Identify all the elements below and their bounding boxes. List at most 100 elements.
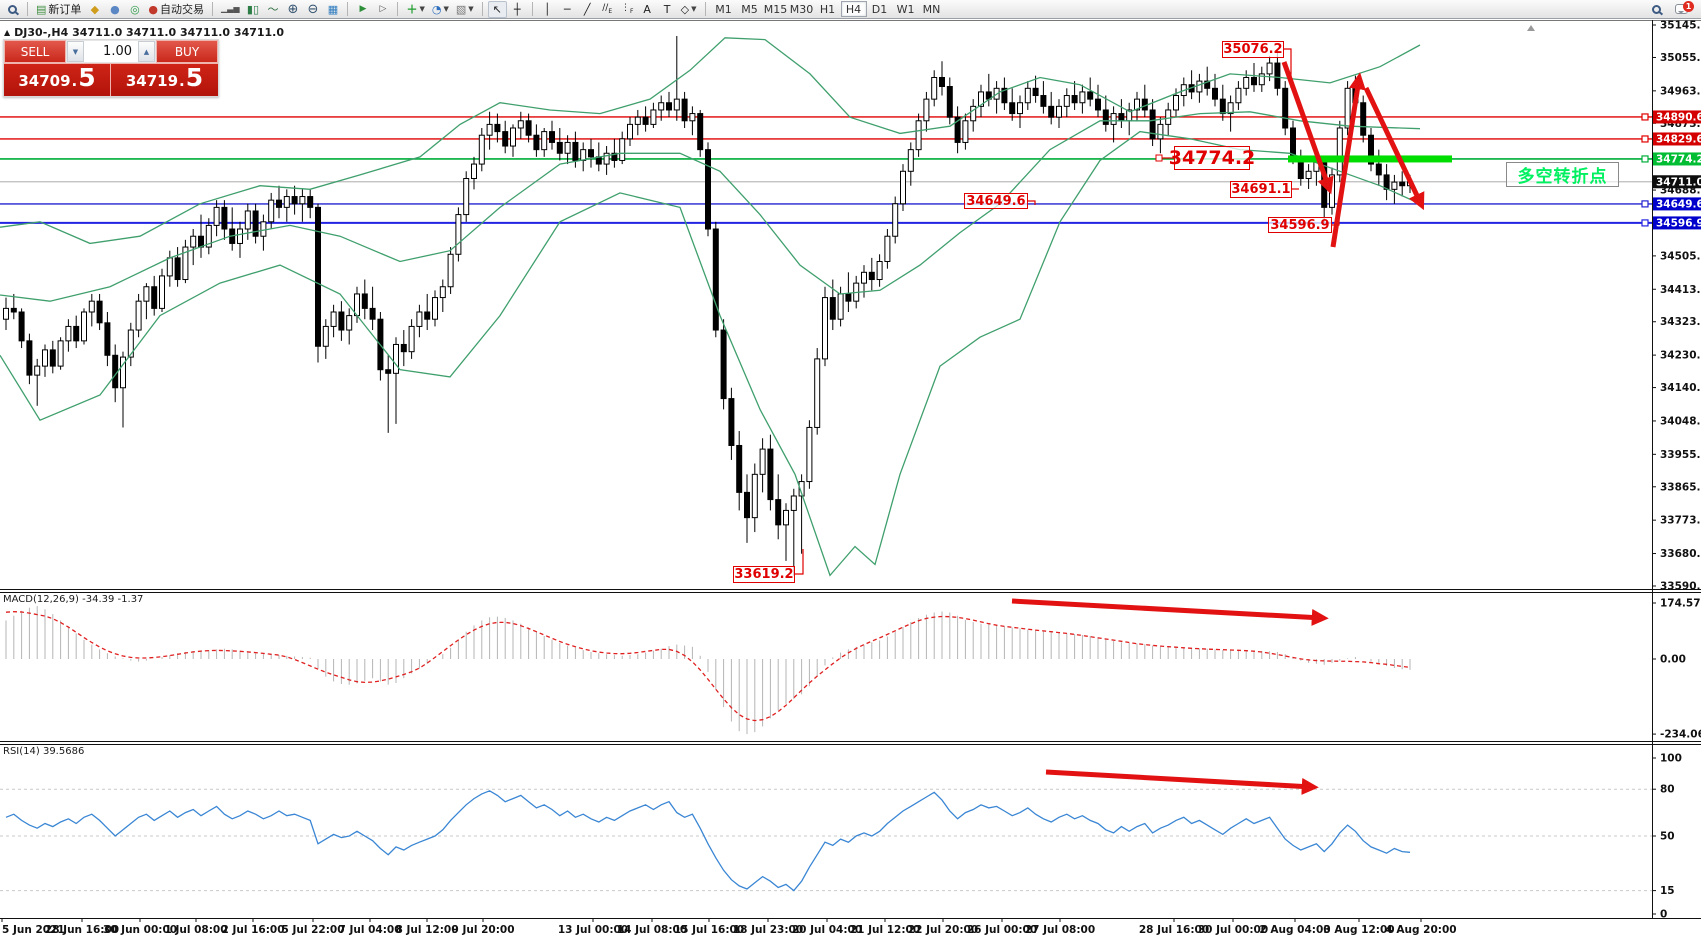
search-icon[interactable] [3, 1, 22, 18]
tile-windows-button[interactable]: ▦ [323, 1, 342, 18]
vertical-line-icon: │ [543, 2, 551, 16]
buy-price[interactable]: 34719 . 5 [111, 64, 218, 96]
text-button[interactable]: A [638, 1, 657, 18]
candlestick [104, 322, 111, 356]
candlestick [268, 199, 275, 223]
timeframe-d1[interactable]: D1 [871, 2, 888, 16]
price-badge-label: 34711.0 [1656, 176, 1701, 188]
price-tick-label: 34413.0 [1660, 284, 1701, 296]
volume-up-button[interactable]: ▲ [138, 41, 155, 62]
periods-button[interactable]: ◔ ▼ [429, 1, 452, 18]
text-label-button[interactable]: T [658, 1, 677, 18]
indicators-button[interactable]: ＋ ▼ [403, 1, 427, 18]
candlestick [1134, 98, 1140, 111]
candlestick [10, 307, 17, 313]
candlestick [588, 149, 594, 158]
candlestick [3, 307, 9, 320]
candlestick [1336, 127, 1343, 176]
candlestick [1040, 95, 1047, 107]
pullback-low-label[interactable]: 34691.1 [1230, 181, 1292, 198]
macd-label: MACD(12,26,9) -34.39 -1.37 [3, 594, 144, 605]
pivot-price-label[interactable]: 34774.2 [1168, 146, 1256, 170]
new-order-icon: ▤ [36, 2, 47, 16]
date-label: 27 Jul 08:00 [1025, 924, 1095, 936]
candlestick-chart-button[interactable]: ▮▯ [243, 1, 262, 18]
candlestick [1118, 113, 1125, 122]
collapse-triangle-icon[interactable]: ▲ [4, 28, 11, 37]
candlestick [1149, 109, 1156, 140]
vertical-line-button[interactable]: │ [538, 1, 557, 18]
candlestick [127, 329, 134, 358]
support-price-label[interactable]: 34649.6 [964, 193, 1028, 209]
candlestick [728, 398, 735, 446]
candlestick [627, 123, 633, 140]
volume-down-button[interactable]: ▼ [67, 41, 84, 62]
macd-signal-line [5, 611, 1411, 722]
candlestick [494, 123, 501, 133]
timeframe-m30[interactable]: M30 [789, 2, 814, 16]
timeframe-h4[interactable]: H4 [840, 1, 867, 17]
timeframe-h1[interactable]: H1 [819, 2, 836, 16]
candlestick [1375, 163, 1382, 176]
zoom-in-button[interactable]: ⊕ [283, 1, 302, 18]
candlestick [806, 426, 813, 483]
date-label: 8 Jul 12:00 [395, 924, 458, 936]
shapes-button[interactable]: ◇ ▼ [678, 1, 700, 18]
sell-button[interactable]: SELL [4, 40, 66, 63]
line-end-marker [1641, 135, 1649, 143]
channel-button[interactable]: ∕∕E [598, 1, 617, 18]
date-label: 2 Aug 04:00 [1259, 924, 1330, 936]
trendline-button[interactable]: ╱ [578, 1, 597, 18]
auto-scroll-button[interactable]: ▶ [353, 1, 372, 18]
horizontal-line-button[interactable]: ─ [558, 1, 577, 18]
symbol-ohlc-line: DJ30-,H4 34711.0 34711.0 34711.0 34711.0 [14, 26, 285, 39]
candlestick [1095, 98, 1101, 111]
date-label: 1 Jul 08:00 [164, 924, 227, 936]
cursor-button[interactable]: ↖ [487, 0, 507, 18]
zoom-out-button[interactable]: ⊖ [303, 1, 322, 18]
candlestick [42, 349, 48, 367]
templates-button[interactable]: ▧ ▼ [453, 1, 477, 18]
candlestick [1251, 76, 1257, 86]
candlestick [751, 473, 758, 519]
candlestick [580, 149, 587, 161]
timeframe-mn[interactable]: MN [922, 2, 941, 16]
fibonacci-button[interactable]: ⋮F [618, 1, 637, 18]
shapes-icon: ◇ [680, 2, 690, 16]
crosshair-button[interactable]: ┼ [508, 1, 527, 18]
timeframe-w1[interactable]: W1 [896, 2, 915, 16]
pivot-note[interactable]: 多空转折点 [1506, 162, 1619, 187]
notifications-icon[interactable]: 1 [1675, 1, 1694, 14]
timeframe-m5[interactable]: M5 [741, 2, 758, 16]
high-price-label[interactable]: 35076.2 [1222, 41, 1284, 58]
date-label: 20 Jul 04:00 [792, 924, 862, 936]
profile-button[interactable]: ● [105, 1, 124, 18]
price-tick-label: 34505.5 [1660, 250, 1701, 262]
timeframe-m1[interactable]: M1 [715, 2, 732, 16]
styler-button[interactable]: ◆ [85, 1, 104, 18]
chart-shift-icon: ▷ [379, 3, 387, 14]
chart-shift-button[interactable]: ▷ [373, 1, 392, 18]
buy-button[interactable]: BUY [156, 40, 218, 63]
sell-price[interactable]: 34709 . 5 [4, 64, 111, 96]
volume-input[interactable]: 1.00 [84, 41, 138, 62]
line-chart-button[interactable]: ～ [263, 1, 282, 18]
auto-trading-button[interactable]: ● 自动交易 [145, 1, 207, 18]
bottom-price-label[interactable]: 33619.2 [733, 566, 795, 583]
candlestick [939, 76, 945, 88]
timeframe-m15[interactable]: M15 [763, 2, 788, 16]
candlestick [790, 495, 797, 511]
candlestick [135, 300, 142, 331]
price-tick-label: 33773.0 [1660, 515, 1701, 527]
bar-chart-button[interactable]: ▁▃▅ [218, 1, 242, 18]
new-order-button[interactable]: ▤ 新订单 [33, 1, 84, 18]
search-icon[interactable] [1652, 4, 1661, 14]
candlestick [533, 134, 540, 151]
price-badge [1653, 175, 1701, 189]
deep-low-label[interactable]: 34596.9 [1268, 217, 1332, 233]
candlestick [73, 325, 80, 342]
candlestick [658, 102, 665, 111]
signals-button[interactable]: ◎ [125, 1, 144, 18]
toolbar-separator [27, 2, 28, 16]
